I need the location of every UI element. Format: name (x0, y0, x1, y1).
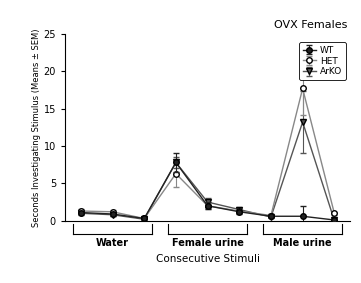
Text: Water: Water (96, 238, 129, 248)
Y-axis label: Seconds Investigating Stimulus (Means ± SEM): Seconds Investigating Stimulus (Means ± … (32, 28, 41, 227)
Text: Female urine: Female urine (171, 238, 244, 248)
Text: Consecutive Stimuli: Consecutive Stimuli (156, 254, 260, 264)
Text: OVX Females: OVX Females (274, 20, 347, 30)
Text: Male urine: Male urine (273, 238, 332, 248)
Legend: WT, HET, ArKO: WT, HET, ArKO (299, 42, 345, 80)
